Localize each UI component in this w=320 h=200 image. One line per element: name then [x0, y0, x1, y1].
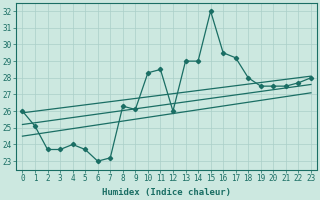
- X-axis label: Humidex (Indice chaleur): Humidex (Indice chaleur): [102, 188, 231, 197]
